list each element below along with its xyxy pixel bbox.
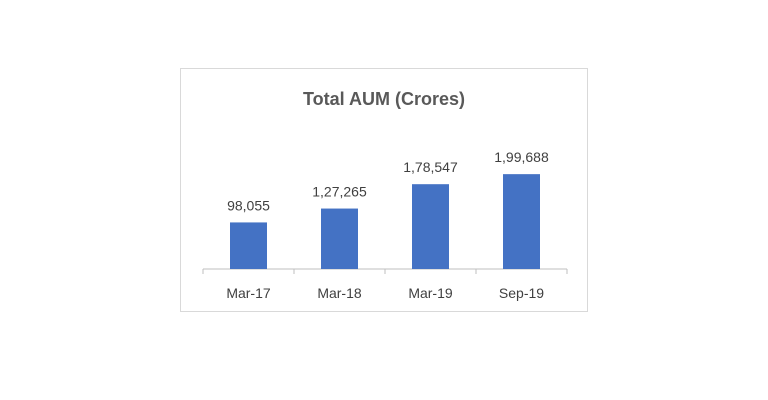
bar-chart-svg: 98,055 Mar-17 1,27,265 Mar-18 1,78,547 Mar-19… <box>202 149 568 301</box>
chart-title: Total AUM (Crores) <box>303 89 465 109</box>
bar-mar-18 <box>321 208 358 269</box>
x-tick-label-mar-17: Mar-17 <box>226 285 271 301</box>
data-label-sep-19: 1,99,688 <box>494 149 549 165</box>
x-tick-label-sep-19: Sep-19 <box>499 285 544 301</box>
bar-sep-19 <box>503 174 540 269</box>
data-label-mar-17: 98,055 <box>227 197 270 213</box>
chart-frame: Total AUM (Crores) 98,055 Mar-17 1,27,265 M… <box>180 68 588 312</box>
data-label-mar-19: 1,78,547 <box>403 159 458 175</box>
bar-mar-17 <box>230 222 267 269</box>
data-label-mar-18: 1,27,265 <box>312 184 367 200</box>
x-tick-label-mar-19: Mar-19 <box>408 285 453 301</box>
bar-mar-19 <box>412 184 449 269</box>
x-tick-label-mar-18: Mar-18 <box>317 285 362 301</box>
